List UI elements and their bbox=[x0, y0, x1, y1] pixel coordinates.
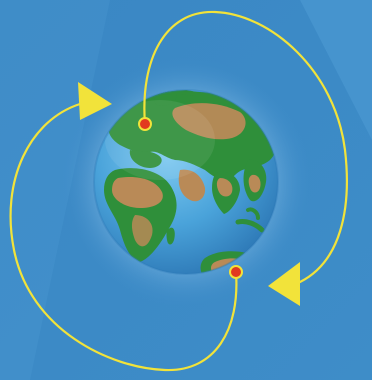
background-streak-right bbox=[300, 0, 372, 140]
location-dot-icon bbox=[138, 117, 152, 131]
route-line-north-east bbox=[143, 10, 348, 284]
earth-globe-icon bbox=[93, 89, 279, 275]
route-lines bbox=[9, 10, 348, 372]
triangle-arrow-icon bbox=[78, 82, 112, 120]
triangle-arrow-icon bbox=[268, 262, 300, 306]
location-dot-icon bbox=[229, 265, 243, 279]
route-line-south-west bbox=[9, 102, 238, 372]
